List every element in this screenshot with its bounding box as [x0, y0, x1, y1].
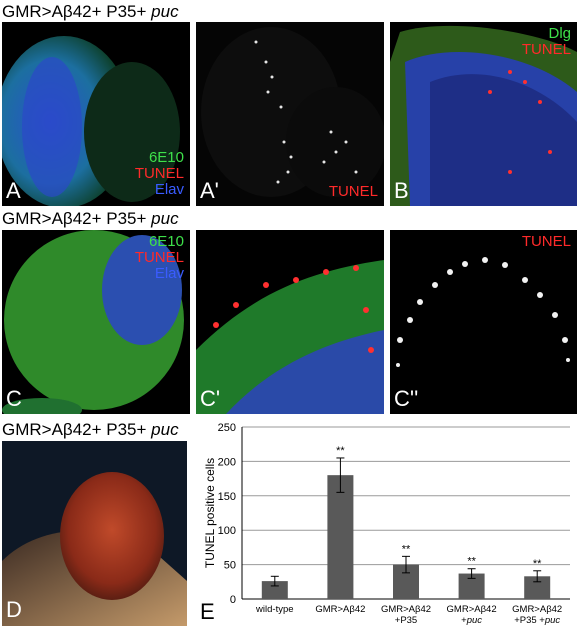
- panel-a-label: A: [6, 178, 21, 203]
- tunel-image-c-double-prime: [396, 257, 570, 367]
- significance-mark: **: [402, 543, 411, 555]
- bar: [327, 475, 354, 599]
- y-axis-label: TUNEL positive cells: [203, 458, 217, 568]
- y-tick-label: 50: [224, 560, 236, 572]
- row2-title: GMR>Aβ42+ P35+ puc: [2, 209, 179, 228]
- row1-title: GMR>Aβ42+ P35+ puc: [2, 2, 179, 21]
- panel-a-prime-label: A': [200, 178, 219, 203]
- panel-b-stains: Dlg TUNEL: [521, 25, 571, 58]
- y-tick-label: 200: [218, 456, 236, 468]
- x-tick-label: GMR>Aβ42: [381, 604, 431, 615]
- bar: [261, 581, 288, 599]
- panel-c-double-prime-stain: TUNEL: [521, 233, 571, 250]
- eye-disc-image-c: [2, 230, 184, 414]
- panel-e-label: E: [200, 599, 215, 624]
- panel-a-stains: 6E10 TUNEL Elav: [134, 149, 184, 198]
- x-tick-label: GMR>Aβ42: [512, 604, 562, 615]
- tunel-bar-chart: 0 50 100 150 200 250 TUNEL positive cells wild-…: [203, 422, 570, 626]
- eye-disc-image-a: [2, 36, 180, 206]
- x-tick-label: GMR>Aβ42: [315, 604, 365, 615]
- panel-b-label: B: [394, 178, 409, 203]
- panel-b: Dlg TUNEL B: [390, 22, 577, 206]
- panel-d: D: [2, 441, 187, 626]
- panel-c-stains: 6E10 TUNEL Elav: [134, 233, 184, 282]
- x-tick-label: +P35 +puc: [514, 615, 560, 626]
- panel-c: 6E10 TUNEL Elav C: [2, 230, 190, 414]
- y-tick-label: 0: [230, 594, 236, 606]
- row3-title: GMR>Aβ42+ P35+ puc: [2, 420, 179, 439]
- significance-mark: **: [533, 558, 542, 570]
- significance-mark: **: [336, 445, 345, 457]
- panel-c-label: C: [6, 386, 22, 411]
- panel-c-double-prime: TUNEL C'': [390, 230, 577, 414]
- panel-c-double-prime-label: C'': [394, 386, 419, 411]
- panel-a: 6E10 TUNEL Elav A: [2, 22, 190, 206]
- tunel-image-a-prime: [201, 27, 384, 197]
- significance-mark: **: [467, 556, 476, 568]
- panel-c-prime: C': [196, 230, 384, 414]
- panel-d-label: D: [6, 597, 22, 622]
- x-tick-label: +puc: [461, 615, 482, 626]
- x-tick-label: +P35: [395, 615, 417, 626]
- panel-a-prime-stain: TUNEL: [328, 183, 378, 200]
- x-tick-label: GMR>Aβ42: [447, 604, 497, 615]
- eye-disc-image-b: [390, 25, 577, 206]
- panel-a-prime: TUNEL A': [196, 22, 384, 206]
- y-tick-label: 150: [218, 491, 236, 503]
- panel-c-prime-label: C': [200, 386, 221, 411]
- fly-eye-photo: [2, 441, 187, 626]
- y-tick-label: 100: [218, 525, 236, 537]
- eye-disc-image-c-prime: [196, 230, 384, 414]
- x-tick-label: wild-type: [255, 604, 293, 615]
- bar: [524, 576, 551, 599]
- y-tick-label: 250: [218, 422, 236, 434]
- panel-e: 0 50 100 150 200 250 TUNEL positive cells wild-…: [192, 421, 578, 629]
